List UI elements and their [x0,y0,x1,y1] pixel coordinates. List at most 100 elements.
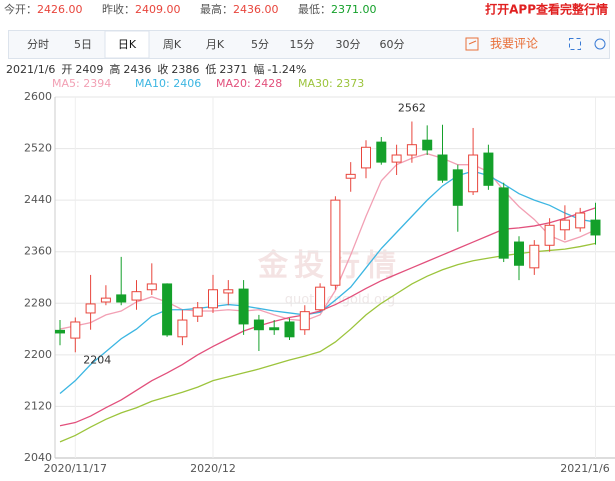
low-label: 2204 [83,353,111,366]
candle-body [345,173,356,179]
candle-body [299,311,310,331]
candle-body [177,319,188,338]
candle-body [253,319,264,331]
ma-line [59,153,596,330]
tab[interactable]: 30分 [336,38,361,51]
tab[interactable]: 15分 [290,38,315,51]
comment-icon-pen [468,40,477,45]
y-tick-label: 2040 [24,451,52,464]
candle-body [116,294,127,303]
app-link[interactable]: 打开APP查看完整行情 [485,2,608,17]
y-tick-label: 2200 [24,348,52,361]
quote-bar [0,0,615,20]
quote-label: 最高： [200,2,233,16]
info-label: 开 [61,63,72,76]
candle-body [468,154,479,193]
tab-selected [104,30,150,59]
info-value: 2386 [171,63,199,76]
tab[interactable]: 60分 [380,38,405,51]
y-tick-label: 2600 [24,90,52,103]
ma-line [59,170,596,395]
candle-body [422,139,433,151]
candle-body [391,154,402,163]
candle-body [162,283,173,336]
candle-body [146,283,157,291]
high-label: 2562 [398,101,426,114]
candle-body [361,146,371,169]
quote-label: 今开： [4,2,37,16]
info-label: 收 [157,62,168,76]
candle-body [223,289,234,294]
candle-body [376,141,387,163]
legend-entry: MA10: 2406 [135,77,201,90]
quote-label: 最低： [298,3,331,16]
icon [594,38,606,50]
candle-body [437,154,448,181]
comment-text[interactable]: 我要评论 [490,37,538,51]
candle-body [498,187,509,259]
x-tick-label: 2020/12 [190,462,236,475]
info-value: -1.24% [267,63,306,76]
plot: 2021/1/6 开 2409 高 2436 收 2386 低 2371 幅 -1.24% MA5: … [6,62,615,475]
icon [569,38,581,50]
quote-value: 2371.00 [331,3,377,16]
candle-body [55,329,65,334]
watermark: 金投行情 [257,249,402,284]
candle-body [315,286,326,311]
tab[interactable]: 周K [163,38,182,51]
tab[interactable]: 月K [206,38,225,51]
legend-entry: MA20: 2428 [216,77,282,90]
candle-body [590,219,601,236]
info-label: 高 [109,62,120,76]
candle-body [559,219,570,231]
candle-body [544,224,555,246]
info-value: 2409 [75,63,103,76]
info-date: 2021/1/6 [6,63,55,76]
tab[interactable]: 分时 [27,38,49,51]
settings-icon[interactable] [594,38,606,50]
x-tick-label: 2021/1/6 [560,462,609,475]
candle-body [100,297,111,303]
candle-body [452,169,463,206]
info-label: 幅 [253,63,264,76]
quote-label: 昨收： [102,2,135,16]
x-tick-label: 2020/11/17 [44,462,107,475]
quote-value: 2436.00 [233,3,279,16]
comment-button[interactable]: 我要评论 [465,37,538,51]
tab[interactable]: 5分 [251,38,269,51]
candle-body [406,144,417,156]
candle-body [529,244,540,269]
ma-line [59,207,596,427]
info-value: 2371 [219,63,247,76]
y-tick-label: 2520 [24,142,52,155]
legend-entry: MA5: 2394 [52,77,111,90]
info-value: 2436 [123,63,151,76]
candle-body [269,327,280,331]
legend-entry: MA30: 2373 [298,77,364,90]
candle-body [330,199,341,286]
quote-value: 2409.00 [135,3,181,16]
y-tick-label: 2280 [24,296,52,309]
y-tick-label: 2440 [24,193,52,206]
candle-body [70,321,81,339]
tabs: 分时 5日 日K 周K 月K 5分 15分 30分 60分 [27,30,405,59]
candle-body [85,303,96,314]
candle-body [208,289,218,309]
candle-body [131,291,142,301]
tab[interactable]: 5日 [74,38,92,51]
candle-body [483,152,494,186]
info-label: 低 [205,63,216,76]
quote-value: 2426.00 [37,3,83,16]
y-tick-label: 2360 [24,245,52,258]
candle-body [238,288,249,325]
quote-group: 今开： 2426.00 昨收： 2409.00 最高： 2436.00 最低： 2371.00 [4,2,377,16]
y-tick-label: 2120 [24,399,52,412]
candle-body [514,241,524,266]
candle-body [284,321,295,338]
candle-body [192,307,203,317]
comment-icon [465,37,479,51]
fullscreen-icon[interactable] [569,38,581,50]
tab[interactable]: 日K [118,38,137,51]
candle-body [575,212,586,229]
